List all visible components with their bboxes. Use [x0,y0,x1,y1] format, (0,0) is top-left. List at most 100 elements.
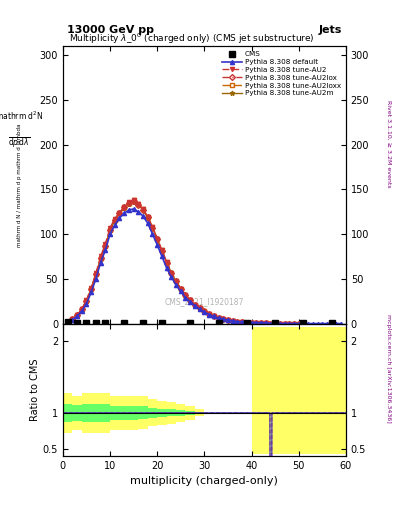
Pythia 8.308 tune-AU2lox [84,298,89,304]
Text: mathrm d$^2$N: mathrm d$^2$N [0,109,43,122]
Pythia 8.308 default [94,276,98,282]
Pythia 8.308 tune-AU2m [202,308,207,314]
Pythia 8.308 default [141,213,145,219]
Pythia 8.308 tune-AU2 [230,318,235,324]
Pythia 8.308 tune-AU2loxx [98,255,103,261]
Text: $\overline{\mathrm{d}p\,\mathrm{d}\lambda}$: $\overline{\mathrm{d}p\,\mathrm{d}\lambd… [8,136,30,150]
Pythia 8.308 tune-AU2m [112,218,117,224]
Pythia 8.308 tune-AU2 [131,197,136,203]
Pythia 8.308 tune-AU2lox [202,308,207,314]
Pythia 8.308 tune-AU2lox [193,302,197,308]
Pythia 8.308 tune-AU2loxx [254,319,259,326]
Pythia 8.308 tune-AU2m [155,237,160,243]
Pythia 8.308 tune-AU2m [296,321,301,327]
Pythia 8.308 tune-AU2lox [65,318,70,325]
Pythia 8.308 tune-AU2loxx [193,302,197,308]
Pythia 8.308 tune-AU2 [259,319,263,326]
Pythia 8.308 tune-AU2 [65,318,70,325]
Pythia 8.308 tune-AU2 [249,319,254,326]
Pythia 8.308 tune-AU2 [108,225,112,231]
Pythia 8.308 tune-AU2loxx [150,224,155,230]
Pythia 8.308 tune-AU2lox [277,321,282,327]
Pythia 8.308 tune-AU2loxx [211,313,216,319]
Pythia 8.308 tune-AU2lox [174,279,178,285]
Pythia 8.308 tune-AU2m [282,321,287,327]
Pythia 8.308 tune-AU2lox [112,217,117,223]
Pythia 8.308 tune-AU2lox [273,321,277,327]
Pythia 8.308 tune-AU2 [197,305,202,311]
Pythia 8.308 tune-AU2 [235,318,240,325]
Pythia 8.308 tune-AU2loxx [292,321,296,327]
Pythia 8.308 tune-AU2lox [98,255,103,261]
Pythia 8.308 tune-AU2loxx [103,243,108,249]
Pythia 8.308 tune-AU2loxx [70,316,75,322]
CMS [160,319,164,326]
Pythia 8.308 tune-AU2m [211,313,216,319]
Pythia 8.308 tune-AU2m [75,312,79,318]
Pythia 8.308 tune-AU2loxx [202,308,207,314]
Pythia 8.308 default [339,321,343,327]
Pythia 8.308 tune-AU2m [263,321,268,327]
Pythia 8.308 tune-AU2loxx [197,305,202,311]
Pythia 8.308 tune-AU2m [244,319,249,326]
Pythia 8.308 tune-AU2loxx [164,259,169,265]
Pythia 8.308 tune-AU2lox [169,269,174,275]
Pythia 8.308 tune-AU2lox [211,313,216,319]
Pythia 8.308 tune-AU2 [127,199,131,205]
Pythia 8.308 tune-AU2lox [216,315,221,321]
Pythia 8.308 tune-AU2lox [197,305,202,311]
Pythia 8.308 tune-AU2loxx [79,306,84,312]
CMS [216,319,221,326]
Pythia 8.308 tune-AU2 [254,319,259,326]
Pythia 8.308 tune-AU2m [207,311,211,317]
Pythia 8.308 tune-AU2m [188,297,193,303]
Pythia 8.308 tune-AU2lox [160,248,164,254]
Pythia 8.308 tune-AU2m [226,317,230,323]
Pythia 8.308 tune-AU2loxx [282,321,287,327]
Pythia 8.308 tune-AU2 [112,216,117,222]
Pythia 8.308 tune-AU2lox [122,204,127,210]
Pythia 8.308 tune-AU2loxx [131,197,136,203]
Pythia 8.308 tune-AU2loxx [249,319,254,326]
Legend: CMS, Pythia 8.308 default, Pythia 8.308 tune-AU2, Pythia 8.308 tune-AU2lox, Pyth: CMS, Pythia 8.308 default, Pythia 8.308 … [220,50,342,98]
Pythia 8.308 tune-AU2lox [207,311,211,317]
Pythia 8.308 tune-AU2 [117,209,122,216]
Pythia 8.308 tune-AU2 [141,206,145,212]
Pythia 8.308 tune-AU2loxx [188,297,193,303]
Pythia 8.308 tune-AU2loxx [183,292,188,298]
Pythia 8.308 tune-AU2 [268,321,273,327]
Pythia 8.308 tune-AU2 [145,214,150,220]
Pythia 8.308 tune-AU2m [197,305,202,311]
Pythia 8.308 tune-AU2lox [89,286,94,292]
Pythia 8.308 tune-AU2loxx [112,217,117,223]
Pythia 8.308 tune-AU2loxx [145,214,150,220]
Line: Pythia 8.308 tune-AU2: Pythia 8.308 tune-AU2 [66,198,301,326]
Pythia 8.308 tune-AU2lox [259,319,263,326]
CMS [273,319,277,326]
Pythia 8.308 tune-AU2m [150,225,155,231]
CMS [103,319,108,326]
Pythia 8.308 tune-AU2lox [254,319,259,326]
Pythia 8.308 tune-AU2lox [235,318,240,325]
Pythia 8.308 tune-AU2 [296,321,301,327]
Pythia 8.308 tune-AU2loxx [207,311,211,317]
Pythia 8.308 tune-AU2m [79,306,84,312]
Pythia 8.308 tune-AU2loxx [136,201,141,207]
Text: 13000 GeV pp: 13000 GeV pp [67,25,154,35]
Pythia 8.308 tune-AU2loxx [117,209,122,216]
Pythia 8.308 tune-AU2 [183,292,188,298]
Pythia 8.308 tune-AU2lox [268,321,273,327]
Pythia 8.308 tune-AU2 [282,321,287,327]
Pythia 8.308 tune-AU2m [183,292,188,298]
Pythia 8.308 tune-AU2m [127,201,131,207]
Pythia 8.308 tune-AU2 [178,286,183,292]
Pythia 8.308 tune-AU2 [160,247,164,253]
Pythia 8.308 tune-AU2 [174,279,178,285]
Pythia 8.308 tune-AU2 [155,236,160,242]
Pythia 8.308 tune-AU2lox [141,207,145,213]
Line: CMS: CMS [65,319,334,326]
Line: Pythia 8.308 tune-AU2loxx: Pythia 8.308 tune-AU2loxx [66,198,301,326]
Pythia 8.308 tune-AU2 [244,319,249,326]
Pythia 8.308 tune-AU2m [230,318,235,324]
Line: Pythia 8.308 default: Pythia 8.308 default [66,207,343,326]
